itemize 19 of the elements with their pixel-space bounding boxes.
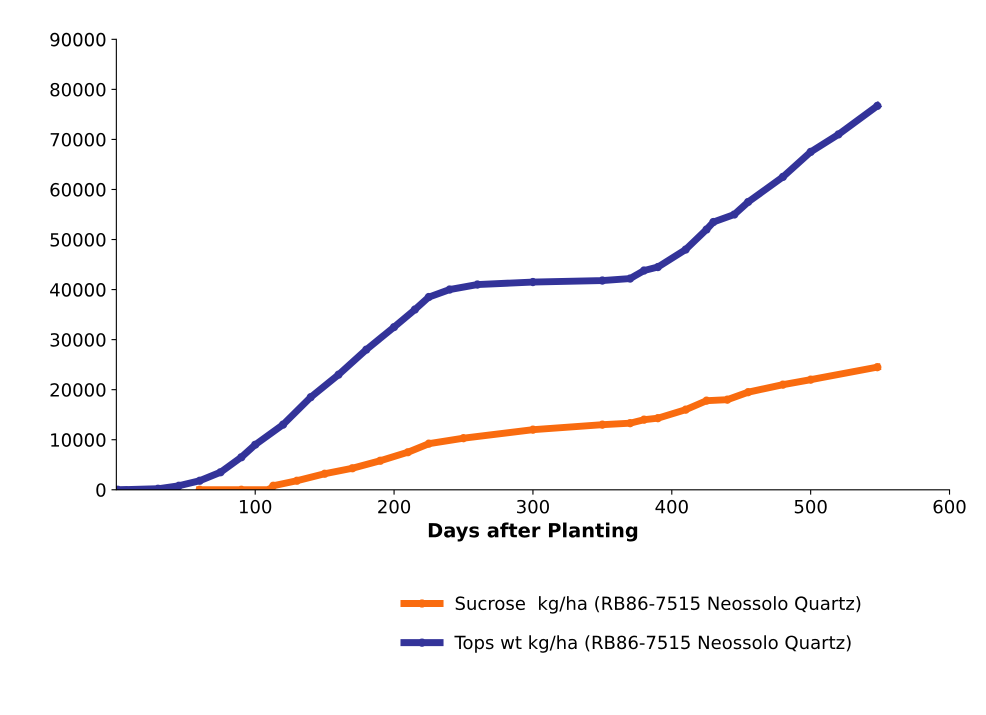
y-tick-label: 70000 <box>50 132 106 147</box>
y-tick-label: 30000 <box>50 333 106 347</box>
y-tick-label: 40000 <box>50 283 106 297</box>
x-axis-title: Days after Planting <box>428 522 638 542</box>
x-tick-label: 400 <box>655 500 688 514</box>
y-tick-label: 20000 <box>50 383 106 397</box>
y-tick-label: 0 <box>96 483 106 497</box>
legend-label: Tops wt kg/ha (RB86-7515 Neossolo Quartz) <box>454 635 851 653</box>
x-tick-label: 500 <box>794 500 827 514</box>
y-tick-label: 60000 <box>50 182 106 197</box>
legend-label: Sucrose kg/ha (RB86-7515 Neossolo Quartz) <box>456 596 860 614</box>
x-tick-label: 200 <box>378 500 410 514</box>
y-tick-label: 80000 <box>50 82 106 96</box>
x-tick-label: 600 <box>934 500 966 514</box>
y-tick-label: 10000 <box>51 433 106 447</box>
x-tick-label: 300 <box>517 500 549 514</box>
x-tick-label: 100 <box>240 500 272 514</box>
y-tick-label: 50000 <box>50 232 106 247</box>
y-tick-label: 90000 <box>50 32 106 46</box>
